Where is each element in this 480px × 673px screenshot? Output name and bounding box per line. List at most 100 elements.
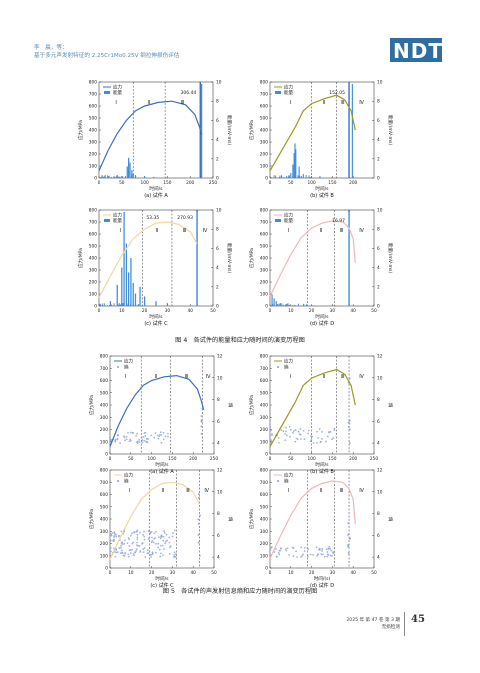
entropy-point xyxy=(143,538,146,541)
entropy-point xyxy=(138,544,141,547)
entropy-point xyxy=(153,537,156,540)
entropy-point xyxy=(295,550,297,553)
y2-tick-label: 2 xyxy=(377,284,380,290)
entropy-point xyxy=(349,537,351,540)
entropy-point xyxy=(321,430,323,433)
x-tick-label: 30 xyxy=(170,570,176,576)
entropy-point xyxy=(198,554,201,557)
y2-tick-label: 4 xyxy=(377,441,380,447)
y2-axis-label: 熵 xyxy=(227,403,234,408)
entropy-point xyxy=(129,549,132,552)
y-tick-label: 500 xyxy=(100,390,108,396)
y-tick-label: 200 xyxy=(100,541,108,547)
entropy-point xyxy=(297,430,300,433)
entropy-point xyxy=(118,547,121,549)
entropy-point xyxy=(120,530,123,533)
energy-bar xyxy=(130,258,132,306)
entropy-point xyxy=(127,555,130,558)
entropy-point xyxy=(134,551,136,554)
legend-energy-label: 能量 xyxy=(284,217,293,224)
entropy-point xyxy=(136,538,139,541)
y-tick-label: 300 xyxy=(89,140,97,146)
y-tick-label: 800 xyxy=(260,468,268,474)
x-tick-label: 0 xyxy=(109,570,112,576)
stage-label: Ⅲ xyxy=(341,374,344,380)
entropy-point xyxy=(142,436,145,438)
energy-bar xyxy=(104,303,106,306)
energy-bar xyxy=(122,303,124,306)
entropy-point xyxy=(146,549,149,552)
y2-tick-label: 6 xyxy=(377,533,380,539)
x-tick-label: 40 xyxy=(350,570,356,576)
energy-bar xyxy=(297,175,299,178)
energy-bar xyxy=(271,304,273,306)
y2-tick-label: 6 xyxy=(217,533,220,539)
entropy-point xyxy=(347,425,350,428)
stage-label: Ⅰ xyxy=(288,488,289,494)
y-tick-label: 0 xyxy=(265,304,268,310)
energy-bar xyxy=(126,303,128,306)
y2-tick-label: 6 xyxy=(217,419,220,425)
y2-tick-label: 10 xyxy=(377,80,383,86)
y-tick-label: 600 xyxy=(260,104,268,110)
energy-bar xyxy=(116,284,118,306)
entropy-point xyxy=(109,436,111,439)
entropy-point xyxy=(300,546,303,549)
stage-label: Ⅲ xyxy=(341,100,344,106)
entropy-point xyxy=(325,440,327,443)
entropy-point xyxy=(143,530,145,533)
energy-bar xyxy=(299,175,301,178)
energy-bar xyxy=(103,176,105,178)
legend-energy-swatch xyxy=(275,91,281,94)
panel-subcaption: (c) 试件 C xyxy=(150,582,174,589)
entropy-point xyxy=(320,553,323,556)
entropy-point xyxy=(163,548,165,551)
entropy-point xyxy=(292,430,295,432)
y2-tick-label: 8 xyxy=(377,227,380,233)
y2-axis-label: 熵 xyxy=(387,517,394,522)
entropy-point xyxy=(114,551,117,554)
entropy-point xyxy=(142,548,145,550)
x-tick-label: 250 xyxy=(209,180,217,186)
stage-label: Ⅲ xyxy=(340,488,343,494)
entropy-point xyxy=(151,553,154,555)
entropy-point xyxy=(298,433,301,436)
x-tick-label: 50 xyxy=(288,456,294,462)
entropy-point xyxy=(285,434,288,437)
y2-tick-label: 0 xyxy=(377,304,380,310)
page-number: 45 xyxy=(411,614,425,625)
entropy-point xyxy=(147,538,150,541)
entropy-point xyxy=(119,442,121,444)
entropy-point xyxy=(109,550,112,553)
energy-bar xyxy=(308,175,310,178)
entropy-point xyxy=(144,435,147,437)
entropy-point xyxy=(285,430,287,433)
entropy-point xyxy=(123,554,126,557)
y2-tick-label: 10 xyxy=(377,208,383,214)
x-tick-label: 0 xyxy=(269,308,272,314)
energy-bar xyxy=(131,175,133,178)
entropy-point xyxy=(282,430,285,433)
plot-frame xyxy=(269,209,375,307)
x-tick-label: 10 xyxy=(119,308,125,314)
entropy-point xyxy=(160,535,163,538)
x-tick-label: 0 xyxy=(269,180,272,186)
entropy-point xyxy=(162,535,165,538)
entropy-point xyxy=(164,542,167,545)
y-tick-label: 800 xyxy=(89,208,97,214)
entropy-point xyxy=(174,553,177,555)
entropy-point xyxy=(129,438,132,441)
energy-bar xyxy=(137,304,139,306)
energy-bar xyxy=(101,304,103,306)
footer-divider xyxy=(404,612,405,636)
y-tick-label: 700 xyxy=(89,92,97,98)
entropy-point xyxy=(292,547,295,549)
y-tick-label: 200 xyxy=(89,280,97,286)
energy-bar xyxy=(108,305,110,306)
entropy-point xyxy=(312,553,314,556)
entropy-point xyxy=(128,538,131,541)
y2-tick-label: 10 xyxy=(216,208,222,214)
entropy-point xyxy=(124,439,126,442)
entropy-point xyxy=(120,542,123,545)
energy-bar xyxy=(120,303,122,306)
